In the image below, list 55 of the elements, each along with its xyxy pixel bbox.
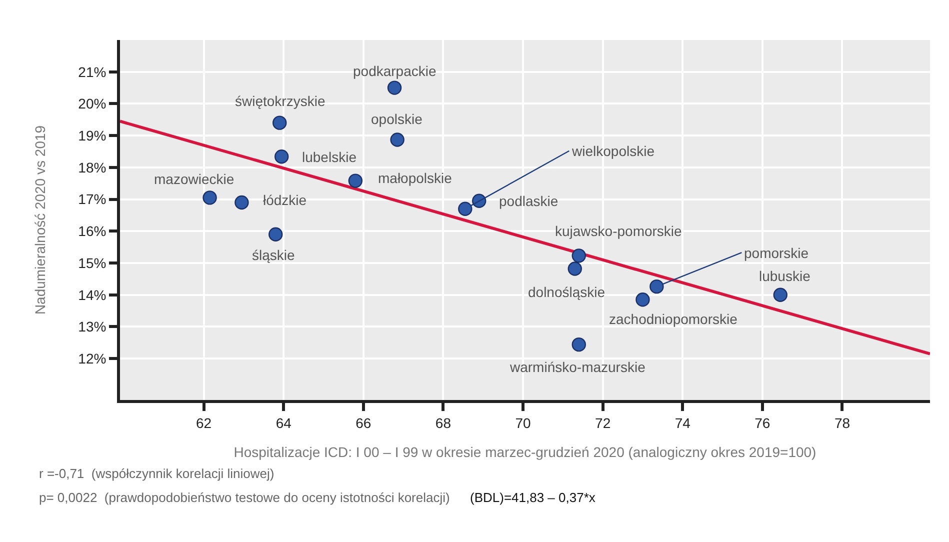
x-tick-label: 70 [515,414,531,431]
annotation: małopolskie [378,170,452,186]
y-tick-label: 13% [78,318,106,335]
x-tick-label: 74 [674,414,691,431]
y-axis-title: Nadumieralność 2020 vs 2019 [32,125,48,315]
x-tick-label: 66 [356,414,372,431]
text: (BDL)=41,83 – 0,37*x [470,490,596,505]
point [268,227,283,242]
y-tick-label: 21% [78,64,106,80]
point [387,80,402,95]
point [650,279,664,294]
point [272,116,287,130]
point [274,150,289,164]
x-tick-label: 68 [435,414,452,431]
y-tick-label: 16% [78,223,106,240]
annotation: wielkopolskie [571,143,655,159]
annotation: warmińsko-mazurskie [509,359,646,375]
annotation: zachodniopomorskie [609,311,738,327]
annotation: mazowieckie [154,171,234,187]
y-tick-label: 19% [78,127,106,144]
x-axis-title: Hospitalizacje ICD: I 00 – I 99 w okresie marzec-grudzień 2020 (analogiczny okres 2019=100) [234,444,816,460]
point [202,190,217,205]
point [390,132,404,147]
point [572,248,586,263]
x-tick-label: 78 [834,414,850,431]
point [348,174,363,188]
x-tick-label: 64 [276,414,292,431]
text: r =-0,71 (współczynnik korelacji liniowej) [39,466,274,481]
annotation: lubuskie [759,268,811,284]
annotation: podlaskie [499,193,558,209]
annotation: pomorskie [744,245,809,261]
y-tick-label: 12% [78,350,106,366]
annotation: łódzkie [263,192,307,208]
annotation: śląskie [252,247,296,263]
x-tick-label: 72 [595,414,611,431]
annotation: świętokrzyskie [235,93,326,109]
annotation: podkarpackie [353,63,436,79]
y-tick-label: 20% [78,96,106,112]
annotation: opolskie [371,111,423,127]
y-tick-label: 14% [78,286,106,303]
point [636,292,650,307]
annotation: lubelskie [302,149,357,165]
point [458,202,472,216]
y-tick-label: 18% [78,159,106,176]
point [773,288,788,302]
point [568,262,582,276]
y-tick-label: 17% [78,191,106,208]
point [572,337,586,352]
point [234,195,249,210]
text: p= 0,0022 (prawdopodobieństwo testowe do oceny istotności korelacji) [39,490,450,505]
x-tick-label: 62 [196,414,212,431]
x-tick-label: 76 [754,414,770,431]
annotation: dolnośląskie [528,284,606,300]
y-tick-label: 15% [78,254,106,271]
annotation: kujawsko-pomorskie [555,223,682,239]
